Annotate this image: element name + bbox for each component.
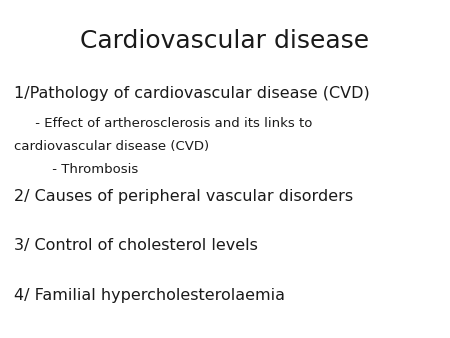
Text: - Thrombosis: - Thrombosis [14,163,138,176]
Text: - Effect of artherosclerosis and its links to: - Effect of artherosclerosis and its lin… [14,117,312,129]
Text: 4/ Familial hypercholesterolaemia: 4/ Familial hypercholesterolaemia [14,288,284,303]
Text: 3/ Control of cholesterol levels: 3/ Control of cholesterol levels [14,238,257,253]
Text: 1/Pathology of cardiovascular disease (CVD): 1/Pathology of cardiovascular disease (C… [14,86,369,101]
Text: 2/ Causes of peripheral vascular disorders: 2/ Causes of peripheral vascular disorde… [14,189,353,204]
Text: Cardiovascular disease: Cardiovascular disease [81,29,369,53]
Text: cardiovascular disease (CVD): cardiovascular disease (CVD) [14,140,209,153]
